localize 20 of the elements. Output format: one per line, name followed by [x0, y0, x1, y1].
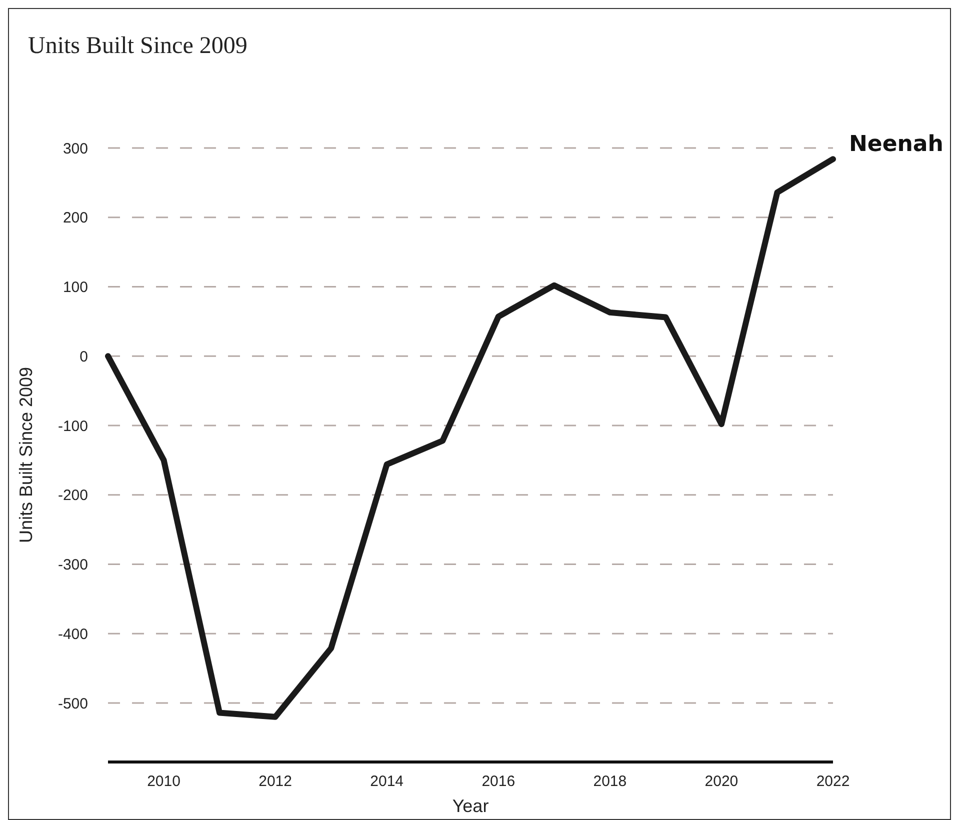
- x-tick-label: 2020: [704, 773, 738, 790]
- series-label: Neenah: [849, 132, 944, 158]
- y-tick-label: 200: [62, 210, 88, 227]
- x-tick-label: 2012: [258, 773, 292, 790]
- y-tick-label: 0: [80, 348, 88, 366]
- x-tick-label: 2018: [593, 773, 627, 790]
- y-tick-label: -400: [58, 626, 88, 643]
- x-axis-title: Year: [452, 796, 489, 816]
- y-tick-label: 300: [62, 140, 88, 158]
- x-tick-label: 2014: [370, 773, 404, 790]
- y-tick-label: 100: [62, 279, 88, 296]
- x-tick-label: 2010: [147, 773, 180, 790]
- y-tick-label: -500: [58, 695, 88, 712]
- x-tick-label: 2016: [482, 773, 516, 790]
- y-axis-title: Units Built Since 2009: [16, 366, 36, 544]
- y-tick-label: -200: [58, 487, 88, 504]
- y-tick-label: -100: [58, 418, 88, 435]
- x-tick-label: 2022: [816, 773, 850, 790]
- chart-title: Units Built Since 2009: [28, 33, 248, 59]
- y-tick-label: -300: [58, 556, 88, 574]
